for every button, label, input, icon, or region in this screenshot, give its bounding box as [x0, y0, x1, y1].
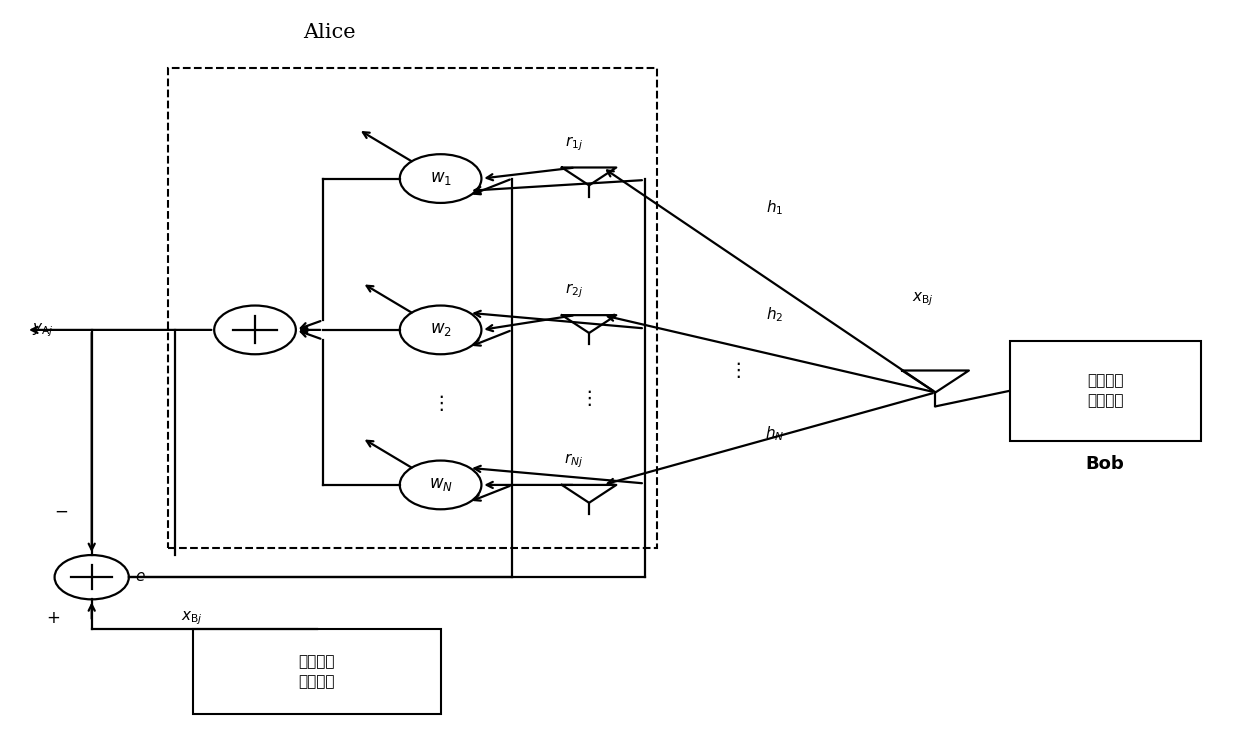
Text: $-$: $-$ — [53, 502, 68, 519]
Text: $r_{1j}$: $r_{1j}$ — [565, 134, 583, 153]
Text: $h_2$: $h_2$ — [766, 306, 784, 325]
Text: ⋮: ⋮ — [579, 389, 599, 408]
Text: $x_{\mathrm{B}j}$: $x_{\mathrm{B}j}$ — [181, 609, 202, 627]
Text: $w_1$: $w_1$ — [429, 170, 451, 187]
Text: ⋮: ⋮ — [728, 361, 748, 380]
Text: $e$: $e$ — [135, 571, 146, 584]
Text: $+$: $+$ — [46, 609, 61, 627]
Text: 伪随机信
号发生器: 伪随机信 号发生器 — [299, 654, 335, 688]
Text: $r_{2j}$: $r_{2j}$ — [565, 282, 583, 300]
Text: Bob: Bob — [1085, 456, 1125, 473]
Text: $w_2$: $w_2$ — [430, 322, 451, 339]
Text: Alice: Alice — [303, 23, 356, 42]
Bar — [193, 629, 440, 714]
Bar — [1009, 341, 1202, 441]
Text: $h_1$: $h_1$ — [766, 199, 784, 217]
Text: $y_{\mathrm{A}j}$: $y_{\mathrm{A}j}$ — [32, 321, 55, 339]
Text: 伪随机信
号发生器: 伪随机信 号发生器 — [1087, 373, 1123, 408]
Text: ⋮: ⋮ — [430, 394, 450, 413]
Text: $x_{\mathrm{B}j}$: $x_{\mathrm{B}j}$ — [913, 290, 934, 308]
Bar — [169, 68, 657, 548]
Text: $r_{Nj}$: $r_{Nj}$ — [564, 451, 583, 470]
Text: $w_N$: $w_N$ — [429, 476, 453, 494]
Text: $h_N$: $h_N$ — [765, 424, 785, 442]
